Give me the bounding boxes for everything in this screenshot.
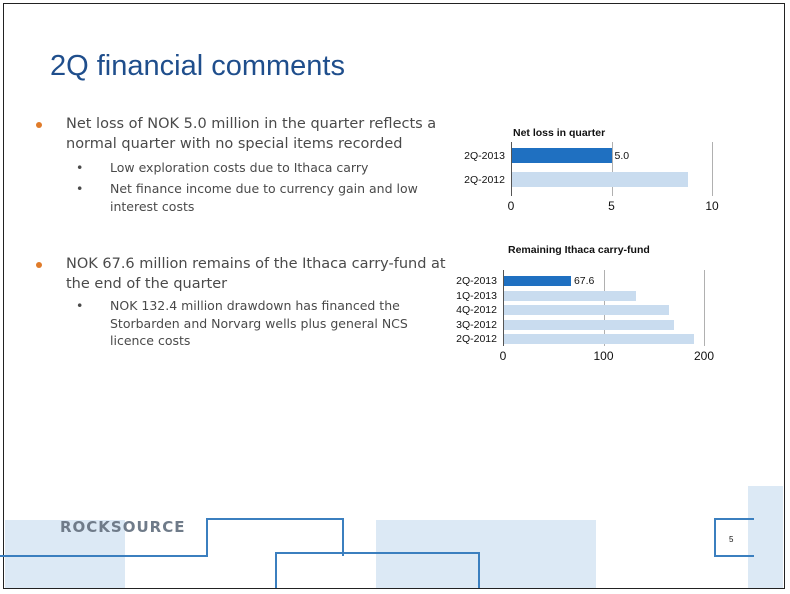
tick-label: 0 xyxy=(499,349,507,363)
sub-bullet-text: NOK 132.4 million drawdown has financed … xyxy=(110,298,408,348)
data-label: 67.6 xyxy=(573,275,595,287)
decor-line xyxy=(275,552,480,554)
decor-line xyxy=(714,518,716,556)
slide-title: 2Q financial comments xyxy=(50,50,345,82)
decor-line xyxy=(714,518,754,520)
decor-line xyxy=(478,552,480,588)
category-label: 2Q-2013 xyxy=(456,275,497,287)
slide-frame xyxy=(3,3,785,589)
decor-block xyxy=(376,520,596,588)
sub-bullet-text: Net finance income due to currency gain … xyxy=(110,181,418,214)
decor-block xyxy=(5,520,125,588)
tick-label: 200 xyxy=(693,349,715,363)
page-number: 5 xyxy=(729,535,734,544)
tick-label: 5 xyxy=(608,199,615,213)
category-label: 2Q-2012 xyxy=(456,333,497,345)
bar xyxy=(504,319,674,330)
sub-bullet-glyph: • xyxy=(76,160,84,175)
chart-title: Net loss in quarter xyxy=(513,127,606,139)
decor-line xyxy=(206,518,208,556)
decor-line xyxy=(714,555,754,557)
bar xyxy=(504,276,571,286)
bar xyxy=(504,290,636,301)
decor-line xyxy=(206,518,342,520)
tick-label: 0 xyxy=(507,199,515,213)
gridline xyxy=(611,142,613,196)
tick-label: 100 xyxy=(593,349,614,363)
decor-line xyxy=(275,552,277,588)
category-label: 2Q-2012 xyxy=(464,173,505,186)
axis-line xyxy=(511,142,512,196)
tick-label: 10 xyxy=(705,199,719,213)
bullet-dot xyxy=(36,122,42,128)
bullet-text: Net loss of NOK 5.0 million in the quart… xyxy=(66,116,437,152)
bullet-text: NOK 67.6 million remains of the Ithaca c… xyxy=(66,256,446,292)
decor-block xyxy=(748,486,783,588)
decor-line xyxy=(342,518,344,556)
category-label: 4Q-2012 xyxy=(456,304,497,316)
sub-bullet-glyph: • xyxy=(76,298,84,313)
category-label: 1Q-2013 xyxy=(456,289,497,302)
bar xyxy=(512,172,688,187)
company-logo: ROCKSOURCE xyxy=(60,518,186,536)
sub-bullet-text: Low exploration costs due to Ithaca carr… xyxy=(110,160,369,175)
chart-title: Remaining Ithaca carry-fund xyxy=(508,244,650,256)
data-label: 5.0 xyxy=(614,149,630,162)
category-label: 3Q-2012 xyxy=(456,318,497,331)
decor-line xyxy=(0,555,208,557)
gridline xyxy=(712,142,713,196)
bar xyxy=(504,305,669,315)
bar xyxy=(512,148,612,163)
bullet-dot xyxy=(36,262,42,268)
bar xyxy=(504,334,694,344)
sub-bullet-glyph: • xyxy=(76,181,84,196)
gridline xyxy=(704,270,705,346)
axis-line xyxy=(503,270,504,346)
category-label: 2Q-2013 xyxy=(464,149,505,162)
